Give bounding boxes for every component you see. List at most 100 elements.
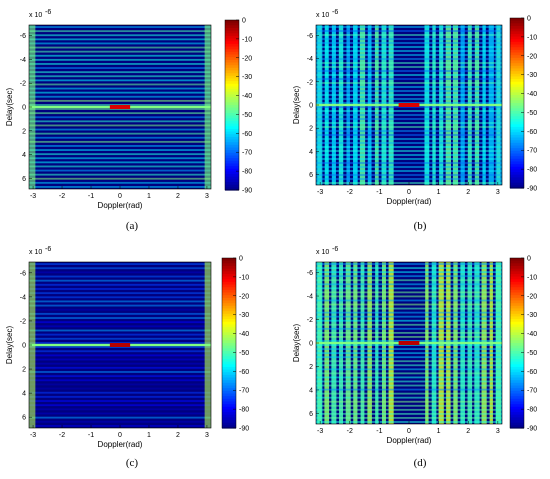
heatmap-row-band [29, 91, 211, 94]
colorbar-segment [510, 55, 524, 59]
colorbar-segment [510, 305, 524, 310]
colorbar-tick-label: 0 [239, 256, 243, 263]
colorbar-segment [510, 60, 524, 64]
subplot-caption: (b) [414, 220, 427, 232]
colorbar-segment [225, 105, 239, 109]
colorbar-segment [225, 86, 239, 90]
colorbar-segment [510, 39, 524, 43]
y-tick-label: 2 [22, 367, 26, 374]
colorbar-tick-label: -50 [527, 350, 537, 357]
heatmap-row-band [29, 26, 211, 28]
heatmap-row-band [29, 296, 211, 299]
colorbar-segment [225, 99, 239, 103]
colorbar-segment [510, 385, 524, 389]
heatmap-row-band [29, 67, 211, 69]
colorbar-tick-label: -90 [527, 426, 537, 433]
colorbar-segment [510, 113, 524, 117]
colorbar-tick-label: -60 [242, 131, 252, 138]
heatmap-row-band [29, 371, 211, 373]
heatmap-row-band [316, 174, 502, 176]
colorbar-frame [509, 257, 525, 429]
x-tick-label: 3 [496, 428, 500, 435]
colorbar-segment [222, 273, 236, 278]
colorbar-segment [510, 44, 524, 48]
colorbar-segment [222, 287, 236, 291]
colorbar-segment [510, 409, 524, 413]
colorbar-segment [222, 356, 236, 360]
colorbar-segment [510, 76, 524, 80]
colorbar-segment [510, 324, 524, 328]
colorbar-tick-label: -40 [239, 331, 249, 338]
heatmap-row-band [316, 26, 502, 28]
colorbar-segment [510, 116, 524, 120]
colorbar-segment [222, 401, 236, 405]
colorbar-segment [222, 345, 236, 349]
colorbar-segment [510, 41, 524, 46]
colorbar-segment [225, 118, 239, 122]
heatmap-row-band [316, 142, 502, 144]
x-tick-label: 3 [496, 189, 500, 196]
heatmap-row-band [29, 292, 211, 295]
y-tick-label: -2 [20, 318, 26, 325]
colorbar-segment [510, 390, 524, 395]
colorbar-segment [222, 412, 236, 416]
heatmap-peak [398, 103, 420, 107]
colorbar-segment [510, 84, 524, 88]
heatmap-row-band [29, 333, 211, 336]
heatmap-row-band [316, 66, 502, 68]
colorbar-segment [222, 425, 236, 429]
colorbar-tick-label: -70 [527, 388, 537, 395]
colorbar-segment [222, 372, 236, 376]
heatmap-row-band [29, 58, 211, 61]
colorbar-segment [225, 35, 239, 40]
colorbar-segment [510, 95, 524, 99]
colorbar-segment [510, 134, 524, 139]
colorbar-segment [510, 47, 524, 51]
y-tick-label: -4 [307, 56, 313, 63]
colorbar-tick-label: -60 [527, 369, 537, 376]
colorbar-segment [222, 321, 236, 326]
y-exponent-label: x 10 [29, 249, 42, 256]
heatmap-row-band [29, 416, 211, 419]
y-tick-label: 2 [309, 126, 313, 133]
colorbar-tick-label: -80 [527, 167, 537, 174]
heatmap-row-band [29, 271, 211, 274]
heatmap-row-band [316, 311, 502, 314]
heatmap-row-band [316, 34, 502, 36]
heatmap-row-band [29, 79, 211, 82]
heatmap-row-band [29, 395, 211, 398]
colorbar-segment [510, 174, 524, 178]
colorbar-segment [510, 97, 524, 101]
heatmap-row-band [316, 110, 502, 112]
colorbar-segment [510, 297, 524, 302]
heatmap-row-band [316, 275, 502, 278]
y-exponent-power: -6 [45, 9, 51, 16]
colorbar-segment [225, 155, 239, 159]
colorbar-segment [510, 71, 524, 75]
colorbar-segment [510, 177, 524, 181]
colorbar-segment [225, 110, 239, 114]
colorbar-segment [222, 374, 236, 379]
colorbar-segment [510, 57, 524, 62]
heatmap-row-band [29, 153, 211, 156]
heatmap-row-band [29, 375, 211, 378]
colorbar-segment [510, 350, 524, 355]
colorbar-segment [510, 369, 524, 373]
colorbar-segment [225, 25, 239, 29]
colorbar-segment [222, 382, 236, 387]
heatmap-row-band [316, 166, 502, 168]
colorbar-segment [510, 300, 524, 304]
colorbar-segment [225, 107, 239, 111]
colorbar-segment [510, 79, 524, 83]
colorbar-segment [510, 276, 524, 280]
heatmap-row-band [316, 70, 502, 72]
colorbar-segment [222, 366, 236, 371]
colorbar-tick-label: -10 [527, 274, 537, 281]
colorbar-segment [510, 271, 524, 275]
x-tick-label: -1 [88, 193, 94, 200]
colorbar-segment [510, 158, 524, 163]
colorbar-segment [510, 89, 524, 93]
colorbar-segment [510, 124, 524, 128]
x-tick-label: 1 [437, 189, 441, 196]
colorbar-segment [222, 388, 236, 392]
